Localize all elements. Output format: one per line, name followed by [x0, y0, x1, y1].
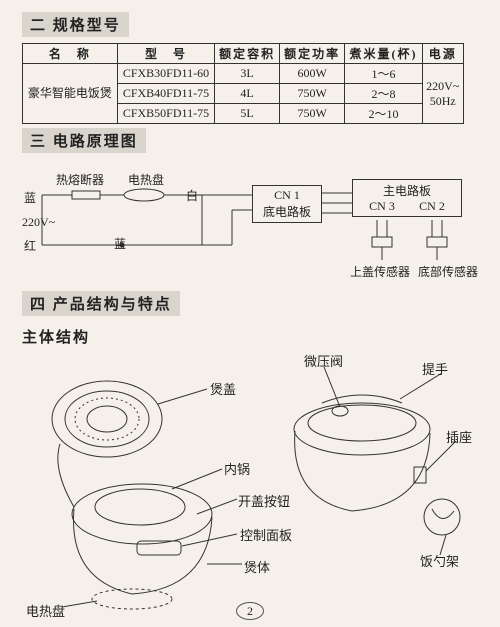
cn3-label: CN 3: [369, 199, 395, 214]
label-open-btn: 开盖按钮: [238, 491, 290, 510]
structure-subtitle: 主体结构: [22, 326, 482, 347]
label-volt: 220V~: [22, 215, 55, 230]
page-number: 2: [236, 602, 264, 620]
cn2-label: CN 2: [419, 199, 445, 214]
circuit-diagram: 热熔断器 电热盘 蓝 白 220V~ 红 蓝 CN 1 底电路板 主电路板 CN…: [22, 165, 482, 285]
label-handle: 提手: [422, 359, 448, 378]
r3-model: CFXB50FD11-75: [117, 104, 214, 124]
bottom-sensor-label: 底部传感器: [418, 263, 478, 280]
main-board-box: 主电路板 CN 3 CN 2: [352, 179, 462, 217]
r1-cap: 3L: [215, 64, 280, 84]
r3-power: 750W: [280, 104, 345, 124]
label-control-panel: 控制面板: [240, 525, 292, 544]
section-4-title: 四 产品结构与特点: [22, 291, 180, 316]
r1-model: CFXB30FD11-60: [117, 64, 214, 84]
col-model: 型 号: [117, 44, 214, 64]
section-3-title: 三 电路原理图: [22, 128, 146, 153]
label-body: 煲体: [244, 557, 270, 576]
r3-cups: 2～10: [345, 104, 423, 124]
bottom-board-box: CN 1 底电路板: [252, 185, 322, 223]
label-blue2: 蓝: [114, 235, 126, 252]
label-white: 白: [186, 187, 198, 204]
label-valve: 微压阀: [304, 351, 343, 370]
spec-table: 名 称 型 号 额定容积 额定功率 煮米量(杯) 电源 豪华智能电饭煲 CFXB…: [22, 43, 464, 124]
r2-cups: 2～8: [345, 84, 423, 104]
r2-cap: 4L: [215, 84, 280, 104]
r3-cap: 5L: [215, 104, 280, 124]
col-power: 额定功率: [280, 44, 345, 64]
label-heater: 电热盘: [128, 171, 164, 188]
name-cell: 豪华智能电饭煲: [23, 64, 118, 124]
label-socket: 插座: [446, 427, 472, 446]
structure-svg: [22, 349, 482, 619]
supply-cell: 220V~ 50Hz: [422, 64, 463, 124]
label-inner-pot: 内锅: [224, 459, 250, 478]
lid-sensor-label: 上盖传感器: [350, 263, 410, 280]
r1-power: 600W: [280, 64, 345, 84]
col-supply: 电源: [422, 44, 463, 64]
label-spoon: 饭勺架: [420, 551, 459, 570]
bottom-board-label: 底电路板: [257, 203, 317, 220]
r2-model: CFXB40FD11-75: [117, 84, 214, 104]
main-board-label: 主电路板: [357, 182, 457, 199]
structure-diagram: 煲盖 内锅 开盖按钮 控制面板 煲体 电热盘 微压阀 提手 插座 饭勺架: [22, 349, 482, 619]
label-blue: 蓝: [24, 189, 36, 206]
label-heater-plate: 电热盘: [26, 601, 65, 620]
r1-cups: 1～6: [345, 64, 423, 84]
col-cap: 额定容积: [215, 44, 280, 64]
section-2-title: 二 规格型号: [22, 12, 129, 37]
cn1-label: CN 1: [257, 188, 317, 203]
label-fuse: 热熔断器: [56, 171, 104, 188]
col-name: 名 称: [23, 44, 118, 64]
r2-power: 750W: [280, 84, 345, 104]
label-lid: 煲盖: [210, 379, 236, 398]
label-red: 红: [24, 237, 36, 254]
col-cups: 煮米量(杯): [345, 44, 423, 64]
